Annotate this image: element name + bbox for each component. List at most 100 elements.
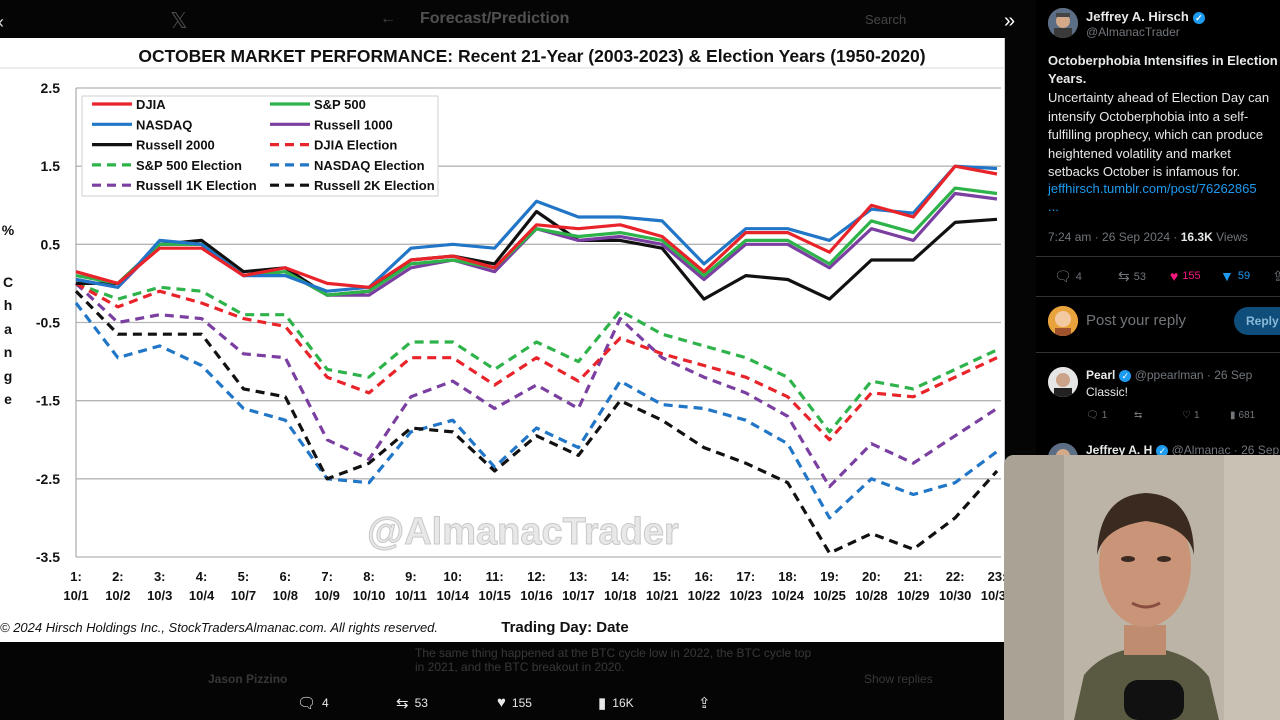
chart-copyright: © 2024 Hirsch Holdings Inc., StockTrader… [0,620,438,635]
x-tick-day: 7: [321,569,333,584]
background-tweet: The same thing happened at the BTC cycle… [0,642,1036,686]
x-tick-day: 1: [70,569,82,584]
author-avatar[interactable] [1048,8,1078,38]
x-tick-day: 11: [486,569,504,584]
x-tick-day: 3: [154,569,166,584]
previous-media-icon[interactable]: ‹ [0,12,4,33]
chart-image: OCTOBER MARKET PERFORMANCE: Recent 21-Ye… [0,38,1005,642]
sidebar-share-stat[interactable]: ⇪ [1272,268,1280,285]
x-tick-day: 21: [904,569,923,584]
legend-label: DJIA [136,97,166,112]
x-tick-day: 2: [112,569,124,584]
sidebar-like-count: 155 [1182,270,1201,282]
comment-reply-count: 1 [1101,410,1108,421]
x-tick-date: 10/30 [939,588,972,603]
x-tick-day: 22: [946,569,965,584]
line-chart: OCTOBER MARKET PERFORMANCE: Recent 21-Ye… [0,38,1004,642]
heart-icon: ♥ [497,694,506,711]
repost-icon: ⇆ [1134,410,1143,421]
x-tick-date: 10/22 [688,588,721,603]
series-line-russell-1k-election [74,282,998,489]
tweet-title: Octoberphobia Intensifies in Election Ye… [1048,53,1278,86]
comment-reply-stat[interactable]: 🗨 1 [1086,410,1107,421]
legend-label: DJIA Election [314,138,397,153]
background-show-replies: Show replies [864,672,933,686]
y-tick-label: -0.5 [36,315,60,331]
sidebar-like-stat[interactable]: ♥ 155 [1170,268,1201,284]
chart-watermark: @AlmanacTrader [367,511,679,553]
author-name[interactable]: Jeffrey A. Hirsch ✓ [1086,9,1205,24]
y-axis-label-letter: e [4,391,12,407]
x-tick-day: 17: [736,569,755,584]
share-action[interactable]: ⇪ [698,694,711,712]
tweet-body: Uncertainty ahead of Election Day can in… [1048,90,1270,179]
divider [1036,256,1280,257]
y-axis-label-letter: h [4,297,13,313]
reply-icon: 🗨 [297,695,317,712]
comment-header: Pearl ✓ @ppearlman · 26 Sep [1086,368,1252,382]
bookmark-icon: ▼ [1220,268,1234,284]
legend-label: Russell 2000 [136,138,215,153]
x-tick-date: 10/3 [147,588,172,603]
x-tick-date: 10/23 [730,588,763,603]
y-tick-label: -2.5 [36,471,60,487]
legend-label: S&P 500 Election [136,158,242,173]
verified-badge-icon: ✓ [1156,444,1169,457]
commenter-avatar[interactable] [1048,367,1078,397]
x-tick-day: 19: [820,569,839,584]
reply-author-name[interactable]: Jeffrey A. H [1086,443,1153,457]
reply-icon: 🗨 [1086,410,1099,421]
x-tick-date: 10/14 [436,588,469,603]
commenter-handle[interactable]: @ppearlman · 26 Sep [1134,368,1253,382]
y-tick-label: 2.5 [41,80,61,96]
x-tick-day: 4: [196,569,208,584]
back-arrow-icon: ← [380,10,396,27]
x-tick-date: 10/24 [771,588,804,603]
repost-action[interactable]: ⇆ 53 [396,694,428,712]
background-tweet-text: The same thing happened at the BTC cycle… [415,646,812,674]
current-user-avatar-image [1048,306,1078,336]
sidebar-repost-count: 53 [1133,270,1146,283]
x-tick-day: 6: [280,569,292,584]
share-icon: ⇪ [698,695,711,712]
comment-views-stat[interactable]: ▮ 681 [1230,410,1255,421]
y-tick-label: -1.5 [36,393,60,409]
verified-badge-icon: ✓ [1119,369,1132,382]
x-tick-date: 10/28 [855,588,888,603]
reply-author-handle[interactable]: @Almanac · 26 Sep [1171,443,1280,457]
x-tick-date: 10/7 [231,588,256,603]
sidebar-bookmark-stat[interactable]: ▼ 59 [1220,268,1250,284]
x-tick-day: 10: [443,569,462,584]
series-line-s-p-500-election [75,281,998,434]
views-icon: ▮ [598,695,607,712]
comment-like-stat[interactable]: ♡ 1 [1182,410,1200,421]
x-tick-day: 18: [778,569,797,584]
y-tick-label: 0.5 [41,236,61,252]
x-tick-day: 20: [862,569,881,584]
reply-action[interactable]: 🗨 4 [297,694,329,712]
background-search-hint: Search [865,12,907,27]
commenter-name[interactable]: Pearl [1086,368,1116,382]
author-name-text: Jeffrey A. Hirsch [1086,9,1189,24]
reply-button[interactable]: Reply [1234,307,1280,335]
comment-repost-stat[interactable]: ⇆ [1134,410,1142,421]
x-tick-date: 10/8 [273,588,298,603]
tweet-link[interactable]: jeffhirsch.tumblr.com/post/76262865 [1048,181,1257,196]
reply-input[interactable]: Post your reply [1086,312,1187,329]
x-tick-date: 10/1 [63,588,88,603]
heart-icon: ♡ [1182,410,1191,421]
sidebar-reply-stat[interactable]: 🗨 4 [1054,268,1082,285]
x-tick-date: 10/25 [813,588,846,603]
reply-count: 4 [322,696,329,710]
views-action[interactable]: ▮ 16K [598,694,634,712]
tweet-views-label: Views [1212,230,1248,244]
legend-label: Russell 1K Election [136,178,257,193]
series-line-nasdaq-election [74,302,998,520]
sidebar-repost-stat[interactable]: ⇆ 53 [1118,268,1146,285]
x-tick-day: 8: [363,569,375,584]
repost-icon: ⇆ [1118,268,1130,284]
like-action[interactable]: ♥ 155 [497,694,532,711]
author-handle[interactable]: @AlmanacTrader [1086,25,1180,39]
collapse-sidebar-icon[interactable]: » [1004,10,1016,32]
x-tick-date: 10/31 [981,588,1004,603]
